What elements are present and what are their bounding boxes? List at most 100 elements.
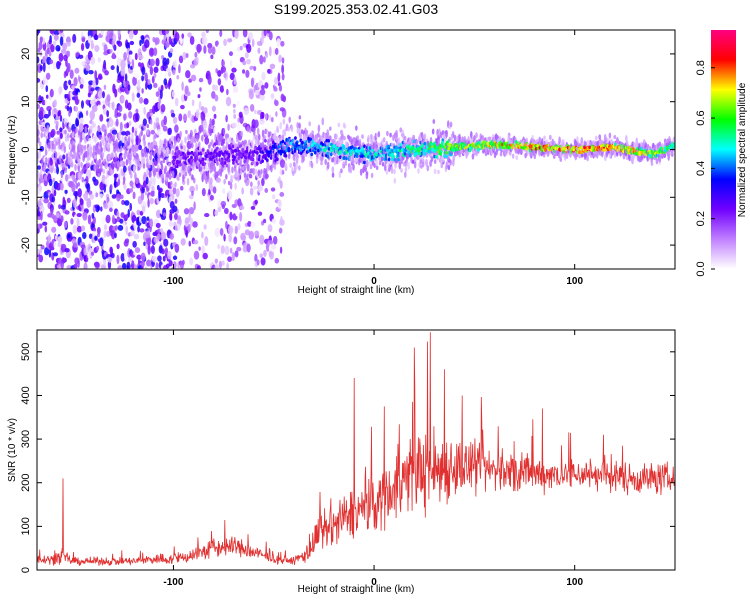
heatmap-cell xyxy=(276,38,281,48)
heatmap-cell xyxy=(155,117,160,123)
heatmap-cell xyxy=(267,224,273,233)
heatmap-cell xyxy=(425,152,429,158)
heatmap-cell xyxy=(245,161,248,167)
heatmap-cell xyxy=(259,142,263,150)
heatmap-cell xyxy=(111,252,115,259)
heatmap-cell xyxy=(315,156,319,165)
heatmap-cell xyxy=(150,190,156,197)
heatmap-cell xyxy=(62,196,66,204)
heatmap-cell xyxy=(79,72,84,78)
heatmap-cell xyxy=(239,211,243,222)
heatmap-cell xyxy=(162,125,168,132)
heatmap-cell xyxy=(59,30,63,33)
heatmap-cell xyxy=(191,142,194,149)
heatmap-cell xyxy=(143,98,149,105)
heatmap-cell xyxy=(190,74,197,82)
heatmap-cell xyxy=(46,105,52,112)
heatmap-cell xyxy=(439,131,443,139)
heatmap-cell xyxy=(122,165,127,173)
heatmap-cell xyxy=(321,136,325,143)
heatmap-cell xyxy=(278,227,283,234)
heatmap-cell xyxy=(269,239,274,245)
heatmap-cell xyxy=(609,138,613,144)
heatmap-cell xyxy=(103,44,108,53)
heatmap-cell xyxy=(80,244,86,250)
heatmap-cell xyxy=(382,137,386,143)
heatmap-cell xyxy=(111,52,116,59)
heatmap-cell xyxy=(241,140,245,146)
heatmap-cell xyxy=(227,155,231,159)
heatmap-cell xyxy=(395,133,398,138)
heatmap-cell xyxy=(143,125,147,131)
heatmap-cell xyxy=(133,151,137,156)
heatmap-cell xyxy=(433,168,437,175)
heatmap-cell xyxy=(65,174,69,182)
heatmap-cell xyxy=(246,243,251,253)
heatmap-cell xyxy=(149,119,153,125)
heatmap-cell xyxy=(43,113,50,119)
heatmap-cell xyxy=(170,135,175,142)
heatmap-cell xyxy=(94,70,98,80)
heatmap-cell xyxy=(335,133,338,140)
heatmap-cell xyxy=(437,149,441,154)
heatmap-cell xyxy=(103,230,107,238)
heatmap-cell xyxy=(136,209,141,216)
heatmap-cell xyxy=(37,128,40,137)
heatmap-cell xyxy=(181,33,185,39)
heatmap-cell xyxy=(50,167,53,174)
heatmap-cell xyxy=(50,207,54,215)
heatmap-cell xyxy=(270,187,276,192)
heatmap-cell xyxy=(127,102,132,111)
heatmap-cell xyxy=(39,223,43,229)
heatmap-cell xyxy=(259,253,264,259)
heatmap-cell xyxy=(251,157,255,161)
heatmap-cell xyxy=(396,157,400,162)
heatmap-cell xyxy=(349,165,353,174)
heatmap-cell xyxy=(161,248,165,255)
heatmap-cell xyxy=(271,218,277,224)
heatmap-cell xyxy=(104,178,110,185)
heatmap-cell xyxy=(255,161,259,166)
heatmap-cell xyxy=(211,91,216,99)
heatmap-cell xyxy=(40,125,43,130)
heatmap-cell xyxy=(389,159,393,166)
heatmap-cell xyxy=(559,156,563,162)
heatmap-cell xyxy=(524,143,528,147)
heatmap-cell xyxy=(128,257,133,262)
spectrogram-heatmap xyxy=(37,30,675,269)
heatmap-cell xyxy=(240,232,246,241)
heatmap-cell xyxy=(370,172,374,179)
heatmap-cell xyxy=(140,252,146,262)
heatmap-cell xyxy=(56,120,59,127)
heatmap-cell xyxy=(235,210,241,217)
heatmap-cell xyxy=(234,149,238,153)
heatmap-cell xyxy=(392,155,395,159)
heatmap-cell xyxy=(408,153,412,158)
heatmap-cell xyxy=(161,173,165,179)
heatmap-cell xyxy=(188,240,192,247)
heatmap-cell xyxy=(419,159,423,165)
heatmap-cell xyxy=(149,66,154,75)
heatmap-cell xyxy=(355,125,358,131)
heatmap-cell xyxy=(411,159,415,165)
heatmap-cell xyxy=(112,134,116,140)
heatmap-cell xyxy=(65,41,71,47)
heatmap-cell xyxy=(102,168,106,174)
heatmap-cell xyxy=(404,171,407,178)
heatmap-cell xyxy=(44,247,50,256)
heatmap-cell xyxy=(43,178,48,187)
heatmap-cell xyxy=(254,253,258,263)
heatmap-cell xyxy=(40,210,43,221)
heatmap-cell xyxy=(450,148,454,152)
heatmap-cell xyxy=(196,134,199,143)
heatmap-cell xyxy=(252,167,256,176)
heatmap-cell xyxy=(119,155,123,162)
heatmap-cell xyxy=(324,158,327,166)
heatmap-cell xyxy=(294,136,297,140)
heatmap-cell xyxy=(74,106,79,112)
heatmap-cell xyxy=(355,154,359,158)
heatmap-cell xyxy=(77,91,81,100)
heatmap-cell xyxy=(187,32,192,38)
heatmap-cell xyxy=(94,136,97,143)
heatmap-cell xyxy=(245,149,249,154)
